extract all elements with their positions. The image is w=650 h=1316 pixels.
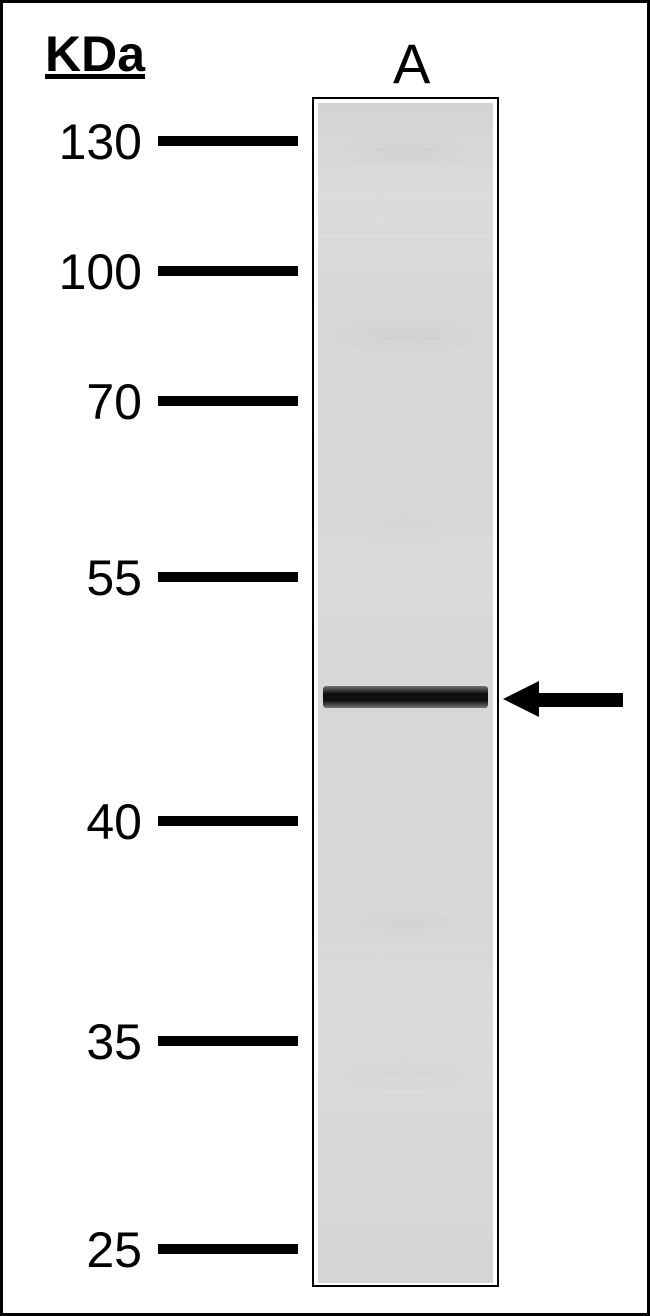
marker-label-100: 100 (59, 243, 142, 301)
blot-container: KDa A 130 100 70 55 40 35 25 (3, 3, 647, 1313)
marker-line-70 (158, 396, 298, 406)
arrow-shaft (533, 693, 623, 707)
marker-label-40: 40 (86, 793, 142, 851)
arrow-head (503, 681, 539, 717)
marker-line-130 (158, 136, 298, 146)
marker-label-55: 55 (86, 549, 142, 607)
marker-label-25: 25 (86, 1221, 142, 1279)
lane-outline (312, 97, 499, 1287)
marker-label-35: 35 (86, 1013, 142, 1071)
marker-label-130: 130 (59, 113, 142, 171)
lane-label: A (393, 31, 430, 96)
marker-line-100 (158, 266, 298, 276)
marker-line-55 (158, 572, 298, 582)
marker-line-25 (158, 1244, 298, 1254)
unit-label: KDa (45, 25, 145, 83)
marker-line-40 (158, 816, 298, 826)
marker-line-35 (158, 1036, 298, 1046)
marker-label-70: 70 (86, 373, 142, 431)
